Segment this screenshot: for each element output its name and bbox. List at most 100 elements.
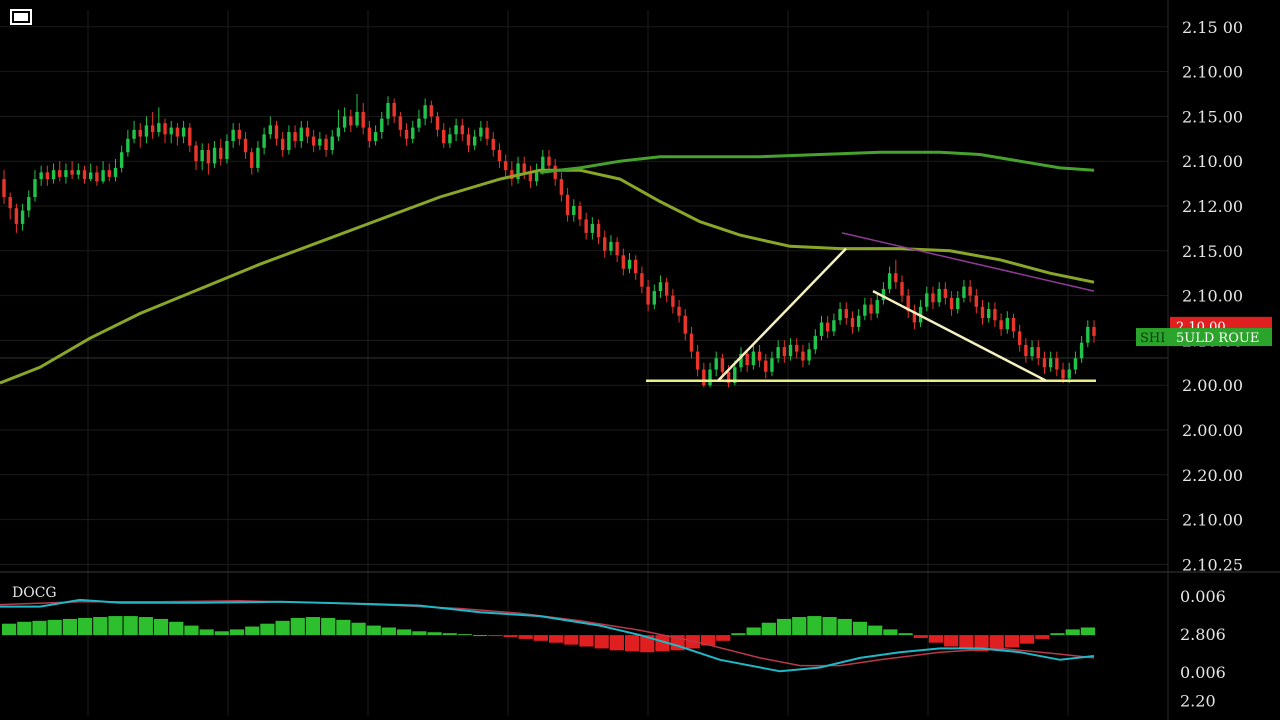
histogram-bar bbox=[473, 635, 488, 637]
candle bbox=[200, 150, 204, 162]
candle bbox=[101, 170, 105, 182]
candle bbox=[572, 206, 576, 215]
candle bbox=[479, 127, 483, 137]
price-tag-prefix-box bbox=[1136, 328, 1176, 347]
candle bbox=[664, 282, 669, 296]
price-axis-label: 2.00.00 bbox=[1182, 421, 1243, 440]
candle bbox=[95, 172, 99, 182]
price-axis-label: 2.15 00 bbox=[1182, 18, 1243, 37]
histogram-bar bbox=[913, 635, 928, 638]
histogram-bar bbox=[366, 625, 381, 636]
candle bbox=[671, 295, 675, 307]
candle bbox=[807, 349, 811, 361]
candle bbox=[962, 286, 966, 298]
candle bbox=[956, 297, 960, 310]
candle bbox=[776, 347, 780, 359]
candle bbox=[912, 311, 917, 323]
candle bbox=[900, 282, 904, 296]
candle bbox=[1005, 318, 1009, 330]
candle bbox=[825, 322, 830, 332]
histogram-bar bbox=[868, 625, 883, 636]
histogram-bar bbox=[17, 621, 32, 636]
candle bbox=[875, 300, 879, 314]
candle bbox=[398, 116, 403, 130]
candle bbox=[76, 170, 81, 175]
candle bbox=[497, 150, 502, 162]
candle bbox=[70, 170, 74, 175]
candle bbox=[782, 347, 787, 357]
histogram-bar bbox=[898, 633, 913, 636]
histogram-bar bbox=[549, 635, 564, 643]
histogram-bar bbox=[761, 622, 776, 636]
candle bbox=[386, 102, 390, 119]
price-axis-label: 2.10.00 bbox=[1182, 287, 1243, 306]
candle bbox=[58, 170, 62, 177]
histogram-bar bbox=[2, 623, 17, 636]
histogram-bar bbox=[989, 635, 1004, 651]
candle bbox=[243, 138, 248, 153]
candle bbox=[788, 344, 793, 357]
histogram-bar bbox=[321, 617, 336, 636]
candle bbox=[708, 369, 712, 386]
candle bbox=[547, 156, 551, 166]
candle bbox=[1079, 342, 1084, 359]
price-tag-label: 5ULD ROUE bbox=[1176, 331, 1259, 346]
candle bbox=[987, 309, 991, 318]
candle bbox=[695, 351, 700, 370]
histogram-bar bbox=[503, 635, 518, 638]
candle bbox=[590, 223, 595, 233]
candle bbox=[33, 179, 37, 198]
histogram-bar bbox=[1050, 633, 1065, 636]
candle bbox=[534, 170, 539, 182]
candle bbox=[881, 288, 886, 301]
candle bbox=[615, 241, 619, 256]
candle bbox=[342, 116, 347, 128]
candle bbox=[1092, 326, 1096, 336]
candle bbox=[219, 147, 223, 159]
candle bbox=[107, 170, 111, 177]
histogram-bar bbox=[792, 617, 807, 636]
candle bbox=[330, 136, 334, 150]
histogram-bar bbox=[594, 635, 609, 649]
histogram-bar bbox=[427, 632, 442, 636]
candle bbox=[305, 127, 310, 137]
candle bbox=[584, 219, 588, 233]
price-axis-label: 2.10.25 bbox=[1182, 555, 1243, 574]
candle bbox=[801, 351, 805, 361]
candle bbox=[764, 360, 768, 372]
candle bbox=[943, 288, 948, 298]
histogram-bar bbox=[624, 635, 640, 652]
histogram-bar bbox=[928, 635, 944, 643]
candle bbox=[968, 286, 972, 296]
price-axis-label: 2.00.00 bbox=[1182, 376, 1243, 395]
candle bbox=[392, 102, 396, 117]
overlay-lines bbox=[0, 150, 1096, 385]
candle bbox=[188, 127, 192, 146]
candle bbox=[869, 304, 873, 314]
histogram-bar bbox=[412, 631, 427, 636]
candle bbox=[1042, 358, 1047, 368]
candle bbox=[720, 358, 725, 372]
candle bbox=[150, 125, 155, 133]
candle bbox=[503, 161, 508, 171]
candle bbox=[1017, 331, 1022, 345]
candle bbox=[380, 118, 384, 133]
candle bbox=[132, 129, 136, 139]
candle bbox=[1055, 358, 1059, 370]
candle bbox=[714, 358, 718, 370]
candle bbox=[169, 127, 173, 135]
histogram-bar bbox=[1020, 635, 1035, 644]
candle bbox=[726, 371, 731, 383]
histogram-bar bbox=[518, 635, 533, 639]
candle bbox=[1036, 347, 1040, 359]
candle bbox=[609, 241, 613, 251]
indicator-label: DOCG bbox=[12, 585, 57, 601]
histogram-bar bbox=[62, 618, 77, 636]
candle bbox=[894, 273, 898, 283]
candle bbox=[770, 358, 774, 372]
window-icon[interactable] bbox=[10, 9, 32, 25]
histogram-bar bbox=[579, 635, 594, 647]
candle bbox=[367, 127, 372, 142]
